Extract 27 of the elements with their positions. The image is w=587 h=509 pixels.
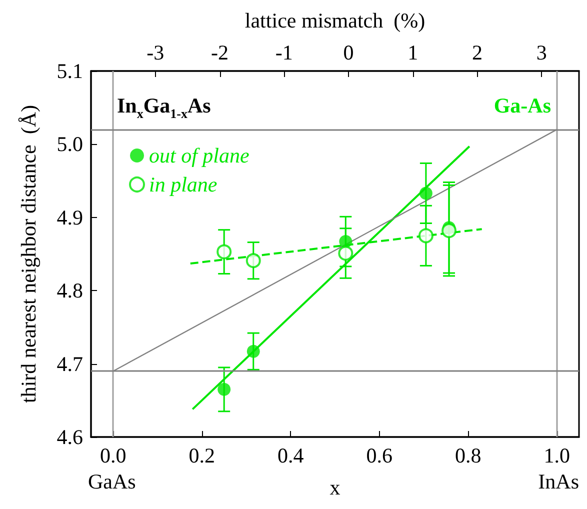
y-tick-label: 4.8: [56, 278, 83, 303]
legend-label: in plane: [149, 172, 218, 196]
x2-tick-label: 1: [408, 40, 418, 64]
x2-tick-label: -1: [275, 40, 293, 64]
y-tick-label: 4.9: [56, 205, 83, 230]
text: InAs: [538, 470, 580, 494]
y-tick-label: 4.6: [56, 425, 83, 449]
x2-tick-label: -2: [211, 40, 229, 64]
x-tick-label: 0.2: [188, 444, 216, 468]
x2-tick-label: 3: [536, 40, 547, 64]
x-axis-title: x: [330, 476, 341, 500]
legend-label: out of plane: [149, 144, 250, 168]
text: GaAs: [88, 470, 136, 494]
x2-tick-label: 0: [343, 40, 354, 64]
y-tick-label: 4.7: [56, 352, 83, 376]
y-axis-title: third nearest neighbor distance (Å): [16, 105, 40, 403]
x2-tick-label: -3: [146, 40, 164, 64]
x2-axis-title: lattice mismatch (%): [244, 8, 426, 32]
x2-tick-label: 2: [472, 40, 483, 64]
y-tick-label: 5.1: [56, 59, 83, 83]
x-tick-label: 0.8: [454, 444, 482, 468]
x-tick-label: 1.0: [544, 444, 570, 468]
x-tick-label: 0.6: [366, 444, 392, 468]
annotation: Ga-As: [494, 94, 552, 118]
y-tick-label: 5.0: [56, 132, 83, 156]
x-tick-label: 0.4: [278, 444, 304, 468]
x-tick-label: 0.0: [100, 444, 126, 468]
